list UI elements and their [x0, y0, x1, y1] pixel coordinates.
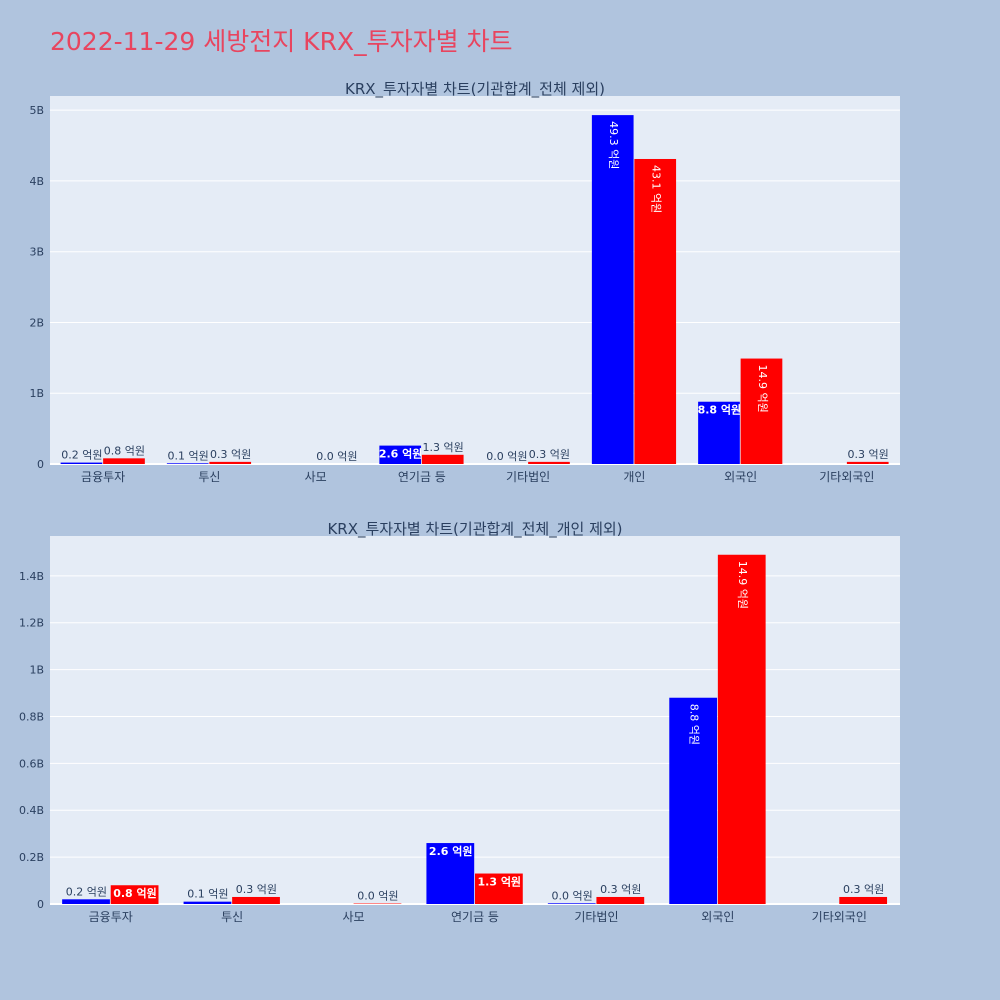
y-tick-label: 0: [37, 898, 44, 911]
bar: [740, 358, 783, 464]
plot-background: [50, 536, 900, 904]
chart-individuals-excluded: KRX_투자자별 차트(기관합계_전체_개인 제외) 0 0.2B 0.4B 0.6B 0…: [19, 520, 900, 924]
data-label: 8.8 억원: [688, 704, 701, 745]
y-tick-label: 3B: [29, 246, 44, 259]
x-tick-label: 투신: [198, 470, 220, 484]
y-tick-label: 4B: [29, 175, 44, 188]
y-tick-label: 0.4B: [19, 804, 44, 817]
data-label: 0.0 억원: [316, 450, 357, 463]
x-tick-label: 사모: [343, 910, 365, 924]
data-label: 1.3 억원: [478, 875, 522, 889]
data-label: 0.3 억원: [236, 883, 277, 896]
x-tick-label: 기타법인: [574, 910, 618, 924]
y-tick-label: 0.8B: [19, 710, 44, 723]
data-label: 2.6 억원: [429, 844, 473, 858]
data-label: 2.6 억원: [379, 447, 423, 461]
data-label: 43.1 억원: [650, 165, 663, 213]
chart-title: KRX_투자자별 차트(기관합계_전체 제외): [345, 80, 605, 99]
bar: [209, 461, 252, 464]
data-label: 0.2 억원: [61, 449, 102, 462]
bar: [103, 458, 145, 464]
data-label: 0.0 억원: [357, 890, 398, 903]
x-tick-label: 기타법인: [506, 470, 550, 484]
x-tick-label: 기타외국인: [812, 910, 867, 924]
y-tick-label: 1.4B: [19, 570, 44, 583]
x-tick-label: 외국인: [724, 470, 757, 484]
bar: [698, 401, 740, 464]
data-label: 49.3 억원: [607, 121, 620, 169]
data-label: 14.9 억원: [756, 365, 769, 413]
data-label: 0.3 억원: [848, 448, 889, 461]
y-tick-label: 1B: [29, 387, 44, 400]
bar: [183, 901, 232, 904]
data-label: 0.3 억원: [600, 883, 641, 896]
x-tick-label: 투신: [221, 910, 243, 924]
bar: [528, 461, 570, 464]
y-tick-label: 1B: [29, 664, 44, 677]
bar: [166, 463, 209, 464]
bar: [60, 462, 103, 464]
data-label: 0.0 억원: [552, 889, 593, 902]
data-label: 0.0 억원: [486, 450, 527, 463]
y-tick-label: 0.2B: [19, 851, 44, 864]
data-label: 1.3 억원: [423, 441, 464, 454]
bar: [839, 896, 888, 904]
y-tick-label: 2B: [29, 316, 44, 329]
data-label: 0.2 억원: [66, 885, 107, 898]
x-tick-label: 금융투자: [89, 910, 133, 924]
data-label: 0.3 억원: [529, 448, 570, 461]
x-tick-label: 개인: [623, 470, 645, 484]
x-tick-label: 연기금 등: [451, 910, 499, 924]
bar: [669, 697, 718, 904]
chart-title: KRX_투자자별 차트(기관합계_전체_개인 제외): [327, 520, 622, 539]
data-label: 0.1 억원: [168, 449, 209, 462]
bar: [62, 899, 110, 904]
bar: [426, 843, 475, 904]
bar: [596, 896, 645, 904]
bar: [110, 885, 159, 904]
bar: [475, 873, 523, 904]
bar: [634, 158, 677, 464]
y-tick-label: 1.2B: [19, 617, 44, 630]
x-tick-label: 기타외국인: [819, 470, 874, 484]
chart-institutions-excluded: KRX_투자자별 차트(기관합계_전체 제외) 0 1B 2B 3B 4B 5B 금융투자 0.…: [29, 80, 900, 484]
y-tick-label: 0: [37, 458, 44, 471]
bar: [547, 903, 596, 904]
data-label: 8.8 억원: [698, 403, 742, 417]
x-tick-label: 연기금 등: [398, 470, 446, 484]
bar: [717, 554, 766, 904]
data-label: 0.1 억원: [187, 888, 228, 901]
x-tick-label: 외국인: [701, 910, 734, 924]
bar: [379, 445, 422, 464]
bar: [421, 454, 464, 464]
data-label: 0.3 억원: [210, 448, 251, 461]
x-tick-label: 금융투자: [81, 470, 125, 484]
data-label: 0.8 억원: [104, 444, 145, 457]
bar: [846, 461, 889, 464]
page-title: 2022-11-29 세방전지 KRX_투자자별 차트: [50, 27, 513, 56]
y-tick-label: 0.6B: [19, 757, 44, 770]
data-label: 14.9 억원: [736, 561, 749, 609]
bar: [591, 115, 634, 464]
bar: [232, 896, 280, 904]
data-label: 0.3 억원: [843, 883, 884, 896]
data-label: 0.8 억원: [113, 886, 157, 900]
y-tick-label: 5B: [29, 104, 44, 117]
x-tick-label: 사모: [305, 470, 327, 484]
